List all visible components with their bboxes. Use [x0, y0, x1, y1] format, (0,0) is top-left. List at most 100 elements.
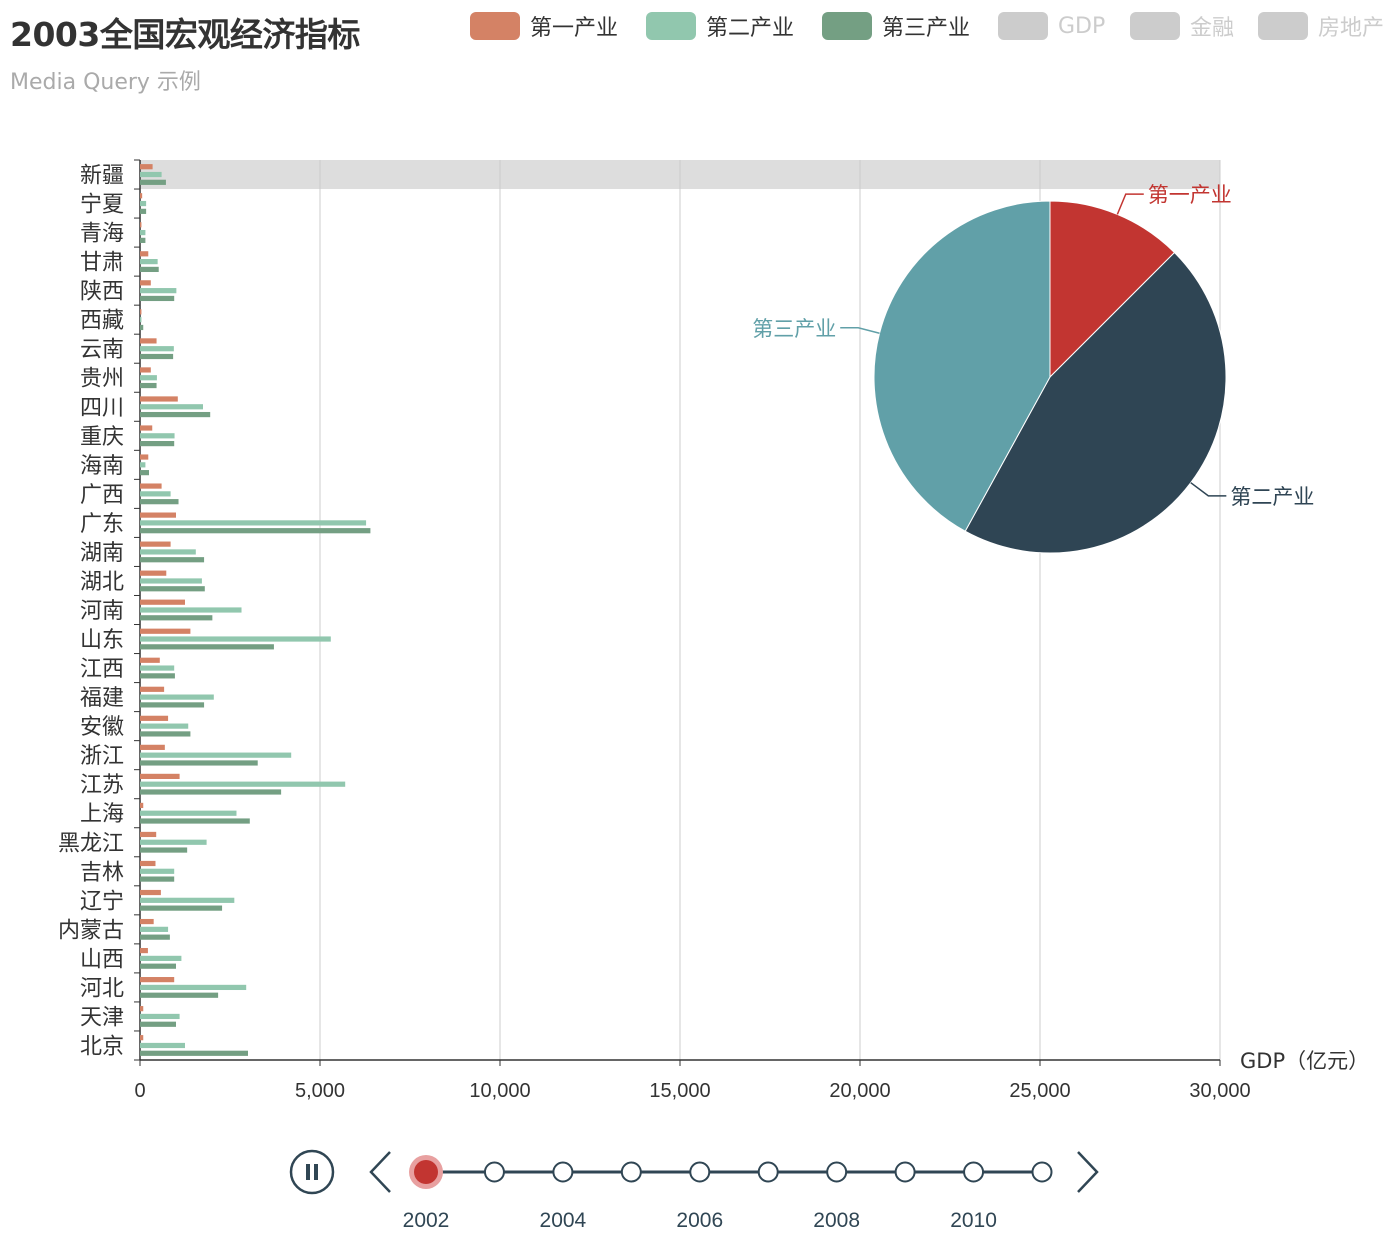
bar: [140, 977, 175, 983]
legend-label: 房地产: [1318, 16, 1385, 41]
bar: [140, 744, 165, 750]
legend-swatch: [1258, 12, 1308, 40]
bar: [140, 947, 148, 954]
timeline-label: 2008: [813, 1209, 860, 1232]
category-label: 贵州: [80, 367, 124, 392]
bar: [140, 309, 142, 315]
bar: [140, 963, 176, 969]
bar: [140, 694, 214, 700]
bar: [140, 208, 147, 214]
category-label: 福建: [80, 686, 124, 711]
category-label: 辽宁: [80, 889, 124, 914]
pie-label-line: [1116, 193, 1144, 215]
pie-slice: [1049, 200, 1176, 379]
bar: [140, 251, 149, 257]
legend-label: 金融: [1190, 16, 1235, 41]
category-label: 青海: [80, 222, 124, 247]
bar: [140, 454, 149, 460]
bar: [140, 259, 158, 265]
timeline-point[interactable]: [826, 1161, 848, 1183]
legend-swatch: [822, 12, 872, 40]
category-label: 湖南: [80, 541, 124, 566]
category-label: 河北: [80, 976, 124, 1001]
pause-bar: [306, 1164, 310, 1180]
timeline-point[interactable]: [757, 1161, 779, 1183]
bar: [140, 425, 153, 431]
bar: [140, 171, 162, 178]
x-tick-label: 10,000: [469, 1080, 530, 1102]
bar: [140, 731, 191, 737]
bar: [140, 382, 157, 389]
bar: [140, 860, 156, 867]
bar: [140, 615, 213, 621]
bar: [140, 462, 146, 468]
bar: [140, 905, 223, 911]
bar: [140, 570, 167, 576]
category-label: 北京: [80, 1034, 124, 1059]
bar: [140, 810, 237, 816]
bar: [140, 802, 144, 809]
legend-label: 第二产业: [706, 16, 795, 41]
bar: [140, 586, 205, 592]
bar: [140, 628, 191, 634]
category-label: 广西: [80, 483, 124, 508]
bar: [140, 317, 142, 323]
legend-item-0[interactable]: 第一产业: [470, 8, 618, 44]
legend-item-2[interactable]: 第三产业: [822, 8, 970, 44]
bar: [140, 338, 157, 344]
bar: [140, 557, 205, 563]
bar: [140, 528, 371, 534]
timeline-point[interactable]: [483, 1161, 505, 1183]
category-label: 广东: [80, 512, 124, 537]
timeline-label: 2002: [403, 1209, 450, 1232]
timeline-point[interactable]: [1031, 1161, 1053, 1183]
bar: [140, 404, 203, 410]
bar-chart: 0 5,000 10,000 15,000 20,000 25,000 30,000 GDP（…: [58, 159, 1369, 1102]
prev-button[interactable]: [369, 1151, 391, 1193]
bar: [140, 715, 169, 721]
timeline-point[interactable]: [689, 1161, 711, 1183]
bar: [140, 353, 174, 360]
category-label: 内蒙古: [58, 918, 124, 943]
timeline: 2002 2004 2006 2008 2010: [289, 1149, 1099, 1232]
category-label: 黑龙江: [58, 831, 124, 856]
bar: [140, 781, 346, 787]
chart-subtitle: Media Query 示例: [10, 70, 201, 95]
legend: 第一产业 第二产业 第三产业 GDP 金融 房地产: [0, 8, 1400, 44]
timeline-current-point[interactable]: [414, 1160, 438, 1184]
legend-swatch: [646, 12, 696, 40]
legend-swatch: [470, 12, 520, 40]
next-button[interactable]: [1077, 1151, 1099, 1193]
bar: [140, 1013, 180, 1020]
bar: [140, 876, 175, 882]
bar: [140, 1021, 176, 1027]
x-tick-label: 0: [134, 1080, 145, 1102]
legend-label: 第一产业: [530, 16, 619, 41]
bar: [140, 433, 175, 439]
category-label: 湖北: [80, 570, 124, 595]
bar: [140, 229, 146, 236]
bar: [140, 1006, 144, 1012]
bar: [140, 984, 247, 991]
bar: [140, 773, 180, 779]
bar: [140, 222, 142, 228]
bar: [140, 520, 367, 526]
pie-slice-label: 第三产业: [752, 317, 836, 341]
timeline-point[interactable]: [552, 1161, 574, 1183]
timeline-point[interactable]: [894, 1161, 916, 1183]
legend-item-1[interactable]: 第二产业: [646, 8, 794, 44]
bar: [140, 470, 149, 476]
legend-item-5[interactable]: 房地产: [1258, 8, 1384, 44]
pie-slice: [964, 251, 1227, 554]
bar: [140, 839, 207, 845]
pause-button[interactable]: [289, 1149, 335, 1195]
legend-item-3[interactable]: GDP: [998, 8, 1105, 44]
timeline-point[interactable]: [963, 1161, 985, 1183]
pie-label-line: [840, 327, 880, 334]
bar: [140, 512, 176, 518]
legend-swatch: [998, 12, 1048, 40]
timeline-point[interactable]: [620, 1161, 642, 1183]
bar: [140, 1050, 248, 1056]
legend-item-4[interactable]: 金融: [1130, 8, 1234, 44]
